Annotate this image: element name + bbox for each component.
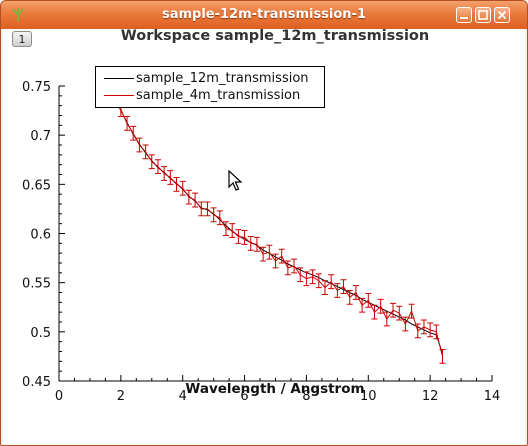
- error-bar-2-36: [334, 283, 341, 298]
- x-tick-label-6: 12: [422, 389, 439, 404]
- error-bar-2-28: [284, 260, 291, 276]
- maximize-icon: [478, 10, 488, 20]
- error-bar-2-29: [291, 258, 298, 274]
- title-bar[interactable]: sample-12m-transmission-1: [1, 1, 527, 29]
- error-bar-2-8: [161, 166, 168, 181]
- error-bar-2-44: [383, 311, 390, 327]
- legend-label-2: sample_4m_transmission: [136, 88, 301, 103]
- error-bar-2-32: [309, 269, 316, 285]
- error-bar-2-40: [359, 297, 366, 313]
- y-tick-label-4: 0.65: [22, 178, 51, 193]
- axes: 0 2 4 6 8 10 12 14 0.45 0.5 0.55 0.6 0.65 0.7 0.75: [22, 80, 500, 404]
- error-bar-2-27: [278, 248, 285, 264]
- error-bar-2-38: [346, 290, 353, 305]
- error-bar-2-30: [297, 267, 304, 283]
- error-bar-2-21: [241, 230, 248, 245]
- error-bar-2-15: [204, 201, 211, 217]
- error-bar-2-25: [266, 244, 273, 260]
- chart-title: Workspace sample_12m_transmission: [120, 28, 430, 44]
- y-tick-label-5: 0.7: [30, 129, 51, 144]
- x-tick-label-0: 0: [55, 389, 63, 404]
- error-bar-2-46: [396, 305, 403, 321]
- error-bar-2-5: [142, 144, 149, 160]
- error-bar-2-37: [340, 279, 347, 294]
- error-bar-2-18: [223, 221, 230, 236]
- error-bar-2-43: [377, 298, 384, 314]
- legend-entry-2: sample_4m_transmission: [96, 87, 324, 105]
- x-tick-label-4: 8: [302, 389, 310, 404]
- error-bar-2-9: [167, 170, 174, 185]
- error-bar-2-49: [414, 323, 421, 339]
- x-tick-label-3: 6: [240, 389, 248, 404]
- error-bar-2-7: [154, 159, 161, 175]
- mouse-pointer-icon: [228, 170, 243, 191]
- error-bar-2-35: [328, 274, 335, 290]
- legend-swatch-2: [104, 95, 134, 96]
- error-bar-2-6: [148, 154, 155, 170]
- error-bar-2-48: [408, 303, 415, 319]
- error-bar-2-24: [260, 246, 267, 262]
- app-logo-icon: [12, 8, 24, 22]
- error-bar-2-23: [253, 236, 260, 252]
- error-bar-2-33: [315, 273, 322, 289]
- error-bar-2-47: [402, 316, 409, 332]
- error-bar-2-12: [185, 189, 192, 205]
- error-bar-2-41: [365, 292, 372, 308]
- x-tick-label-5: 10: [360, 389, 377, 404]
- error-bar-2-51: [427, 322, 434, 338]
- minimize-button[interactable]: [456, 7, 472, 23]
- error-bar-2-42: [371, 304, 378, 320]
- error-bar-2-53: [439, 349, 446, 364]
- legend-swatch-1: [104, 78, 134, 79]
- close-button[interactable]: [494, 7, 510, 23]
- window-title: sample-12m-transmission-1: [161, 7, 366, 22]
- error-bar-2-14: [198, 201, 205, 217]
- legend-label-1: sample_12m_transmission: [136, 71, 309, 86]
- x-tick-label-2: 4: [179, 389, 187, 404]
- layer-tab[interactable]: 1: [12, 31, 32, 47]
- y-tick-label-2: 0.55: [22, 277, 51, 292]
- minimize-icon: [460, 17, 468, 19]
- y-tick-label-6: 0.75: [22, 80, 51, 95]
- error-bar-2-19: [229, 223, 236, 238]
- y-tick-label-3: 0.6: [30, 228, 51, 243]
- error-bar-2-39: [352, 285, 359, 300]
- error-bar-2-3: [130, 125, 137, 141]
- series-group: [111, 90, 446, 364]
- error-bar-2-22: [247, 235, 254, 251]
- maximize-button[interactable]: [475, 7, 491, 23]
- legend[interactable]: sample_12m_transmission sample_4m_transm…: [95, 66, 325, 108]
- x-tick-label-1: 2: [117, 389, 125, 404]
- error-bar-2-52: [433, 324, 440, 340]
- error-bar-2-50: [420, 319, 427, 335]
- error-bar-2-11: [179, 180, 186, 196]
- x-axis-label: Wavelength / Angstrom: [185, 381, 365, 397]
- legend-entry-1: sample_12m_transmission: [96, 70, 324, 88]
- close-icon: [497, 10, 507, 20]
- error-bar-2-26: [272, 253, 279, 269]
- x-tick-label-7: 14: [484, 389, 501, 404]
- error-bar-2-34: [321, 280, 328, 295]
- error-bar-2-4: [136, 137, 143, 153]
- error-bar-2-16: [210, 207, 217, 223]
- y-tick-label-0: 0.45: [22, 375, 51, 390]
- error-bar-2-17: [216, 210, 223, 226]
- error-bar-2-13: [192, 192, 199, 208]
- error-bar-2-10: [173, 176, 180, 192]
- error-bar-2-31: [303, 271, 310, 287]
- series-line-2: [114, 97, 443, 357]
- error-bar-2-2: [124, 115, 131, 131]
- y-tick-label-1: 0.5: [30, 326, 51, 341]
- error-bar-2-45: [390, 302, 397, 318]
- error-bar-2-20: [235, 229, 242, 244]
